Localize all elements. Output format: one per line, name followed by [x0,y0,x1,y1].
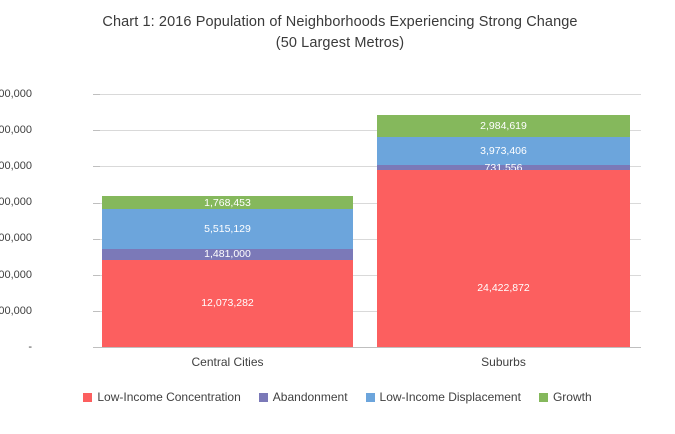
chart-legend: Low-Income Concentration Abandonment Low… [0,390,675,404]
legend-item-growth[interactable]: Growth [538,390,592,404]
y-axis-tick-label: - [28,341,32,353]
gridline [100,94,641,95]
y-axis-tick-label: 5,000,000 [0,305,32,317]
y-axis-tick-mark [93,347,100,348]
legend-label: Low-Income Displacement [379,390,521,404]
bar-segment-low-income-concentration[interactable]: 12,073,282 [102,259,353,347]
y-axis-tick-mark [93,239,100,240]
x-axis-line [100,347,641,348]
bar-segment-value-label: 24,422,872 [477,281,530,294]
bar-segment-value-label: 2,984,619 [480,119,527,132]
legend-swatch-icon [365,392,375,402]
bar-segment-value-label: 1,768,453 [204,196,251,209]
legend-item-low-income-displacement[interactable]: Low-Income Displacement [365,390,521,404]
legend-swatch-icon [258,392,268,402]
bar-segment-low-income-concentration[interactable]: 24,422,872 [377,170,630,347]
chart-title: Chart 1: 2016 Population of Neighborhood… [60,12,620,54]
bar-segment-value-label: 5,515,129 [204,223,251,236]
legend-item-abandonment[interactable]: Abandonment [258,390,348,404]
legend-label: Abandonment [272,390,348,404]
bar-segment-low-income-displacement[interactable]: 3,973,406 [377,136,630,166]
gridline [100,166,641,167]
y-axis-tick-label: 20,000,000 [0,196,32,208]
y-axis-tick-label: 25,000,000 [0,160,32,172]
y-axis-tick-mark [93,311,100,312]
gridline [100,239,641,240]
plot-area: 1,768,453 5,515,129 1,481,000 12,073,282… [100,94,641,348]
bar-segment-value-label: 12,073,282 [201,297,254,310]
gridline [100,203,641,204]
y-axis-tick-label: 10,000,000 [0,269,32,281]
gridline [100,275,641,276]
legend-swatch-icon [538,392,548,402]
bar-segment-abandonment[interactable]: 1,481,000 [102,248,353,261]
bar-segment-growth[interactable]: 2,984,619 [377,114,630,137]
chart-subtitle: (50 Largest Metros) [275,35,405,51]
bar-segment-value-label: 1,481,000 [204,248,251,261]
y-axis-tick-label: 15,000,000 [0,232,32,244]
chart-title-line-1: Chart 1: 2016 Population of Neighborhood… [102,14,523,30]
legend-item-low-income-concentration[interactable]: Low-Income Concentration [83,390,241,404]
y-axis-tick-mark [93,94,100,95]
chart-title-line-2: Change [526,14,578,30]
bar-segment-value-label: 3,973,406 [480,144,527,157]
y-axis-tick-label: 30,000,000 [0,124,32,136]
gridline [100,130,641,131]
legend-label: Low-Income Concentration [97,390,241,404]
y-axis-tick-label: 35,000,000 [0,88,32,100]
legend-swatch-icon [83,392,93,402]
x-axis-category-label: Suburbs [481,355,526,369]
bar-segment-low-income-displacement[interactable]: 5,515,129 [102,209,353,250]
legend-label: Growth [552,390,592,404]
bar-central-cities[interactable]: 1,768,453 5,515,129 1,481,000 12,073,282 [102,196,353,347]
gridline [100,311,641,312]
bar-segment-growth[interactable]: 1,768,453 [102,196,353,210]
bar-suburbs[interactable]: 2,984,619 3,973,406 731,556 24,422,872 [377,114,630,347]
y-axis-tick-mark [93,203,100,204]
y-axis-tick-mark [93,275,100,276]
y-axis-tick-mark [93,130,100,131]
x-axis-category-label: Central Cities [191,355,264,369]
y-axis-tick-mark [93,166,100,167]
